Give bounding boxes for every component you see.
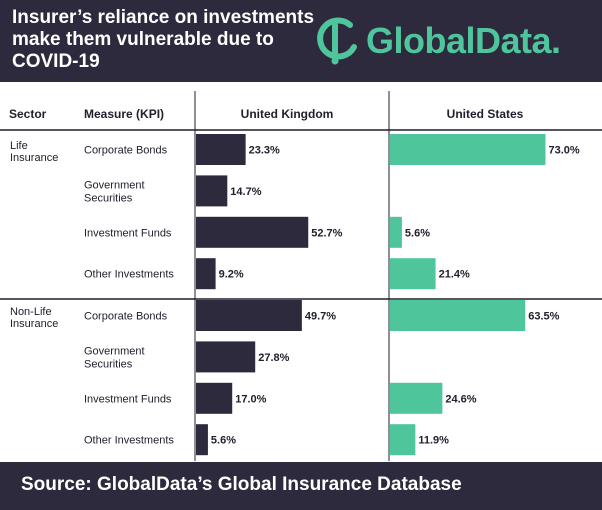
us-bar [390, 424, 416, 456]
us-value-label: 24.6% [445, 393, 476, 405]
us-value-label: 21.4% [439, 269, 470, 281]
footer-banner: Source: GlobalData’s Global Insurance Da… [0, 462, 602, 510]
sector-label: Non-Life Insurance [10, 306, 58, 330]
uk-value-label: 9.2% [219, 269, 244, 281]
sector-label: Life Insurance [10, 140, 58, 164]
measure-label: Other Investments [84, 269, 174, 281]
uk-bar [196, 341, 256, 373]
us-value-label: 5.6% [405, 227, 430, 239]
us-bar [390, 216, 402, 248]
uk-bar [196, 134, 246, 165]
uk-value-label: 52.7% [311, 227, 342, 239]
us-bar [390, 134, 546, 165]
uk-value-label: 14.7% [230, 186, 261, 198]
uk-value-label: 17.0% [235, 393, 266, 405]
measure-label: Investment Funds [84, 227, 172, 239]
measure-label: Government Securities [84, 179, 145, 204]
measure-label: Corporate Bonds [84, 311, 168, 323]
us-bar [390, 382, 443, 414]
uk-value-label: 5.6% [211, 435, 236, 447]
globaldata-logo-icon [317, 17, 357, 65]
uk-bar [196, 258, 216, 290]
chart-title: Insurer’s reliance on investments make t… [12, 7, 315, 72]
uk-bar [196, 424, 208, 456]
uk-bar [196, 300, 302, 331]
uk-value-label: 27.8% [258, 352, 289, 364]
uk-bar [196, 216, 309, 248]
us-value-label: 11.9% [418, 435, 449, 447]
uk-bar [196, 175, 228, 207]
globaldata-wordmark: GlobalData. [366, 20, 561, 61]
measure-label: Investment Funds [84, 393, 172, 405]
us-bar [390, 258, 436, 290]
header-us: United States [447, 107, 524, 121]
uk-bar [196, 382, 233, 414]
header-banner: Insurer’s reliance on investments make t… [0, 0, 602, 82]
header-uk: United Kingdom [241, 107, 334, 121]
uk-value-label: 49.7% [305, 311, 336, 323]
us-value-label: 63.5% [528, 311, 559, 323]
measure-label: Other Investments [84, 435, 174, 447]
globaldata-logo: GlobalData. [310, 11, 590, 69]
comparison-bar-chart: Sector Measure (KPI) United Kingdom United … [0, 91, 602, 461]
uk-value-label: 23.3% [249, 145, 280, 157]
us-bar [390, 300, 526, 331]
us-value-label: 73.0% [548, 145, 579, 157]
header-sector: Sector [9, 107, 47, 121]
header-measure: Measure (KPI) [84, 107, 164, 121]
measure-label: Government Securities [84, 345, 145, 370]
source-note: Source: GlobalData’s Global Insurance Da… [21, 474, 462, 495]
measure-label: Corporate Bonds [84, 145, 168, 157]
